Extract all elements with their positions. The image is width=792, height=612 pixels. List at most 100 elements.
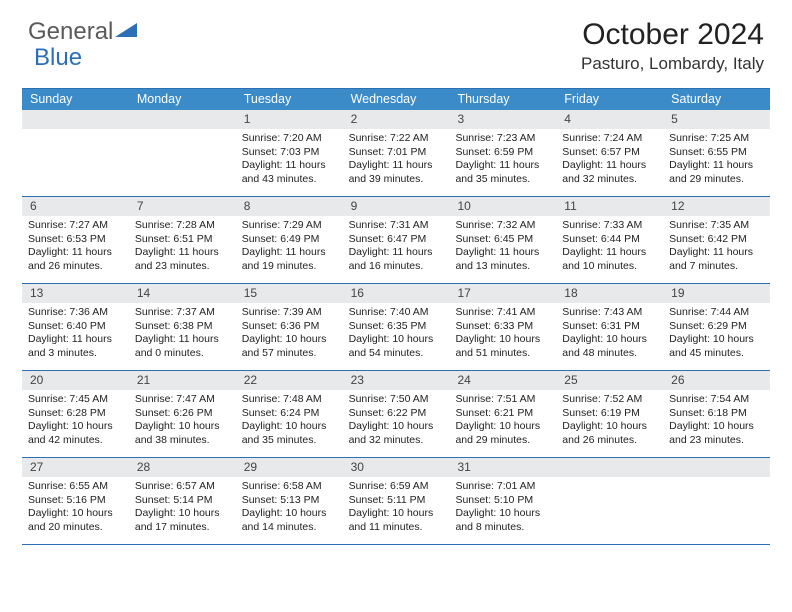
sunset-line: Sunset: 6:59 PM [455, 146, 551, 159]
day-content: Sunrise: 6:58 AMSunset: 5:13 PMDaylight:… [236, 477, 343, 538]
sunrise-line: Sunrise: 6:57 AM [135, 480, 231, 493]
day-cell: 5Sunrise: 7:25 AMSunset: 6:55 PMDaylight… [663, 110, 770, 196]
sunrise-line: Sunrise: 7:41 AM [455, 306, 551, 319]
sunset-line: Sunset: 6:49 PM [242, 233, 338, 246]
daylight-line: Daylight: 10 hours and 8 minutes. [455, 507, 551, 534]
sunrise-line: Sunrise: 6:58 AM [242, 480, 338, 493]
daylight-line: Daylight: 11 hours and 43 minutes. [242, 159, 338, 186]
day-cell [22, 110, 129, 196]
month-title: October 2024 [581, 18, 764, 52]
day-content: Sunrise: 6:55 AMSunset: 5:16 PMDaylight:… [22, 477, 129, 538]
sunset-line: Sunset: 6:19 PM [562, 407, 658, 420]
sunrise-line: Sunrise: 7:48 AM [242, 393, 338, 406]
day-number: 13 [22, 284, 129, 303]
day-content: Sunrise: 7:29 AMSunset: 6:49 PMDaylight:… [236, 216, 343, 277]
day-number: 28 [129, 458, 236, 477]
day-content: Sunrise: 7:32 AMSunset: 6:45 PMDaylight:… [449, 216, 556, 277]
sunrise-line: Sunrise: 7:40 AM [349, 306, 445, 319]
week-row: 27Sunrise: 6:55 AMSunset: 5:16 PMDayligh… [22, 458, 770, 545]
sunset-line: Sunset: 6:51 PM [135, 233, 231, 246]
daylight-line: Daylight: 11 hours and 26 minutes. [28, 246, 124, 273]
day-number: 14 [129, 284, 236, 303]
week-row: 20Sunrise: 7:45 AMSunset: 6:28 PMDayligh… [22, 371, 770, 458]
day-cell: 16Sunrise: 7:40 AMSunset: 6:35 PMDayligh… [343, 284, 450, 370]
day-cell: 22Sunrise: 7:48 AMSunset: 6:24 PMDayligh… [236, 371, 343, 457]
day-number: 29 [236, 458, 343, 477]
dow-cell: Tuesday [236, 89, 343, 110]
day-cell: 13Sunrise: 7:36 AMSunset: 6:40 PMDayligh… [22, 284, 129, 370]
day-cell: 3Sunrise: 7:23 AMSunset: 6:59 PMDaylight… [449, 110, 556, 196]
sunset-line: Sunset: 6:45 PM [455, 233, 551, 246]
dow-cell: Sunday [22, 89, 129, 110]
day-number: 7 [129, 197, 236, 216]
day-cell: 24Sunrise: 7:51 AMSunset: 6:21 PMDayligh… [449, 371, 556, 457]
daylight-line: Daylight: 11 hours and 39 minutes. [349, 159, 445, 186]
day-number: 21 [129, 371, 236, 390]
day-cell: 18Sunrise: 7:43 AMSunset: 6:31 PMDayligh… [556, 284, 663, 370]
daylight-line: Daylight: 11 hours and 0 minutes. [135, 333, 231, 360]
sunrise-line: Sunrise: 7:22 AM [349, 132, 445, 145]
empty-day-header [129, 110, 236, 129]
sunrise-line: Sunrise: 7:44 AM [669, 306, 765, 319]
sunset-line: Sunset: 6:31 PM [562, 320, 658, 333]
logo-text-general: General [28, 18, 113, 46]
sunset-line: Sunset: 6:33 PM [455, 320, 551, 333]
sunset-line: Sunset: 6:28 PM [28, 407, 124, 420]
day-content: Sunrise: 7:23 AMSunset: 6:59 PMDaylight:… [449, 129, 556, 190]
sunrise-line: Sunrise: 7:28 AM [135, 219, 231, 232]
header: General October 2024 Pasturo, Lombardy, … [0, 0, 792, 80]
logo: General [28, 18, 137, 46]
day-cell: 9Sunrise: 7:31 AMSunset: 6:47 PMDaylight… [343, 197, 450, 283]
daylight-line: Daylight: 11 hours and 19 minutes. [242, 246, 338, 273]
dow-cell: Saturday [663, 89, 770, 110]
dow-cell: Thursday [449, 89, 556, 110]
day-content: Sunrise: 7:37 AMSunset: 6:38 PMDaylight:… [129, 303, 236, 364]
sunrise-line: Sunrise: 7:32 AM [455, 219, 551, 232]
day-number: 24 [449, 371, 556, 390]
daylight-line: Daylight: 10 hours and 42 minutes. [28, 420, 124, 447]
sunset-line: Sunset: 6:57 PM [562, 146, 658, 159]
day-content: Sunrise: 7:33 AMSunset: 6:44 PMDaylight:… [556, 216, 663, 277]
calendar: SundayMondayTuesdayWednesdayThursdayFrid… [22, 88, 770, 545]
daylight-line: Daylight: 11 hours and 29 minutes. [669, 159, 765, 186]
daylight-line: Daylight: 10 hours and 20 minutes. [28, 507, 124, 534]
day-number: 27 [22, 458, 129, 477]
daylight-line: Daylight: 11 hours and 16 minutes. [349, 246, 445, 273]
day-cell: 7Sunrise: 7:28 AMSunset: 6:51 PMDaylight… [129, 197, 236, 283]
sunset-line: Sunset: 7:03 PM [242, 146, 338, 159]
day-content: Sunrise: 7:28 AMSunset: 6:51 PMDaylight:… [129, 216, 236, 277]
sunrise-line: Sunrise: 7:25 AM [669, 132, 765, 145]
empty-day-header [663, 458, 770, 477]
empty-day-header [22, 110, 129, 129]
sunset-line: Sunset: 6:53 PM [28, 233, 124, 246]
daylight-line: Daylight: 10 hours and 38 minutes. [135, 420, 231, 447]
sunset-line: Sunset: 6:22 PM [349, 407, 445, 420]
day-number: 4 [556, 110, 663, 129]
day-cell: 28Sunrise: 6:57 AMSunset: 5:14 PMDayligh… [129, 458, 236, 544]
sunset-line: Sunset: 6:38 PM [135, 320, 231, 333]
day-cell: 14Sunrise: 7:37 AMSunset: 6:38 PMDayligh… [129, 284, 236, 370]
sunrise-line: Sunrise: 7:33 AM [562, 219, 658, 232]
day-number: 23 [343, 371, 450, 390]
sunrise-line: Sunrise: 7:29 AM [242, 219, 338, 232]
sunset-line: Sunset: 6:55 PM [669, 146, 765, 159]
day-number: 22 [236, 371, 343, 390]
day-number: 17 [449, 284, 556, 303]
day-content: Sunrise: 7:50 AMSunset: 6:22 PMDaylight:… [343, 390, 450, 451]
day-content: Sunrise: 7:36 AMSunset: 6:40 PMDaylight:… [22, 303, 129, 364]
day-cell: 11Sunrise: 7:33 AMSunset: 6:44 PMDayligh… [556, 197, 663, 283]
day-cell: 15Sunrise: 7:39 AMSunset: 6:36 PMDayligh… [236, 284, 343, 370]
daylight-line: Daylight: 10 hours and 48 minutes. [562, 333, 658, 360]
sunrise-line: Sunrise: 7:51 AM [455, 393, 551, 406]
day-content: Sunrise: 7:51 AMSunset: 6:21 PMDaylight:… [449, 390, 556, 451]
sunrise-line: Sunrise: 7:24 AM [562, 132, 658, 145]
day-cell: 21Sunrise: 7:47 AMSunset: 6:26 PMDayligh… [129, 371, 236, 457]
sunset-line: Sunset: 6:18 PM [669, 407, 765, 420]
daylight-line: Daylight: 11 hours and 35 minutes. [455, 159, 551, 186]
day-content: Sunrise: 7:35 AMSunset: 6:42 PMDaylight:… [663, 216, 770, 277]
daylight-line: Daylight: 11 hours and 3 minutes. [28, 333, 124, 360]
day-cell: 8Sunrise: 7:29 AMSunset: 6:49 PMDaylight… [236, 197, 343, 283]
day-cell [663, 458, 770, 544]
day-content: Sunrise: 7:24 AMSunset: 6:57 PMDaylight:… [556, 129, 663, 190]
day-number: 9 [343, 197, 450, 216]
